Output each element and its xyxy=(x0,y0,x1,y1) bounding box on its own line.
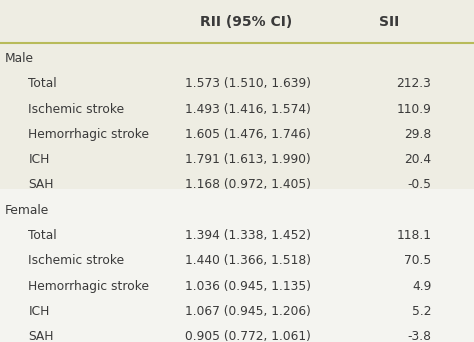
Text: 1.573 (1.510, 1.639): 1.573 (1.510, 1.639) xyxy=(185,77,311,90)
Text: 1.493 (1.416, 1.574): 1.493 (1.416, 1.574) xyxy=(185,103,311,116)
Text: Total: Total xyxy=(28,229,57,242)
Text: 118.1: 118.1 xyxy=(396,229,431,242)
Text: 110.9: 110.9 xyxy=(396,103,431,116)
Text: Hemorrhagic stroke: Hemorrhagic stroke xyxy=(28,280,149,293)
Text: ICH: ICH xyxy=(28,305,50,318)
Text: -3.8: -3.8 xyxy=(407,330,431,342)
Text: Ischemic stroke: Ischemic stroke xyxy=(28,103,125,116)
Text: Male: Male xyxy=(5,52,34,65)
Text: 20.4: 20.4 xyxy=(404,153,431,166)
Text: 1.067 (0.945, 1.206): 1.067 (0.945, 1.206) xyxy=(185,305,311,318)
Text: 4.9: 4.9 xyxy=(412,280,431,293)
Text: RII (95% CI): RII (95% CI) xyxy=(201,15,292,29)
Text: 1.605 (1.476, 1.746): 1.605 (1.476, 1.746) xyxy=(185,128,311,141)
Text: -0.5: -0.5 xyxy=(407,179,431,192)
Text: SAH: SAH xyxy=(28,179,54,192)
Text: SAH: SAH xyxy=(28,330,54,342)
Text: 29.8: 29.8 xyxy=(404,128,431,141)
Text: 1.394 (1.338, 1.452): 1.394 (1.338, 1.452) xyxy=(185,229,311,242)
Text: 1.440 (1.366, 1.518): 1.440 (1.366, 1.518) xyxy=(185,254,311,267)
Text: Female: Female xyxy=(5,204,49,217)
Text: 0.905 (0.772, 1.061): 0.905 (0.772, 1.061) xyxy=(185,330,311,342)
Text: Hemorrhagic stroke: Hemorrhagic stroke xyxy=(28,128,149,141)
Text: 1.036 (0.945, 1.135): 1.036 (0.945, 1.135) xyxy=(185,280,311,293)
Text: Total: Total xyxy=(28,77,57,90)
Bar xyxy=(0,189,474,342)
Text: 5.2: 5.2 xyxy=(412,305,431,318)
Text: 212.3: 212.3 xyxy=(396,77,431,90)
Text: ICH: ICH xyxy=(28,153,50,166)
Text: Ischemic stroke: Ischemic stroke xyxy=(28,254,125,267)
Text: 1.168 (0.972, 1.405): 1.168 (0.972, 1.405) xyxy=(185,179,311,192)
Text: 70.5: 70.5 xyxy=(404,254,431,267)
Text: 1.791 (1.613, 1.990): 1.791 (1.613, 1.990) xyxy=(185,153,310,166)
Text: SII: SII xyxy=(379,15,399,29)
